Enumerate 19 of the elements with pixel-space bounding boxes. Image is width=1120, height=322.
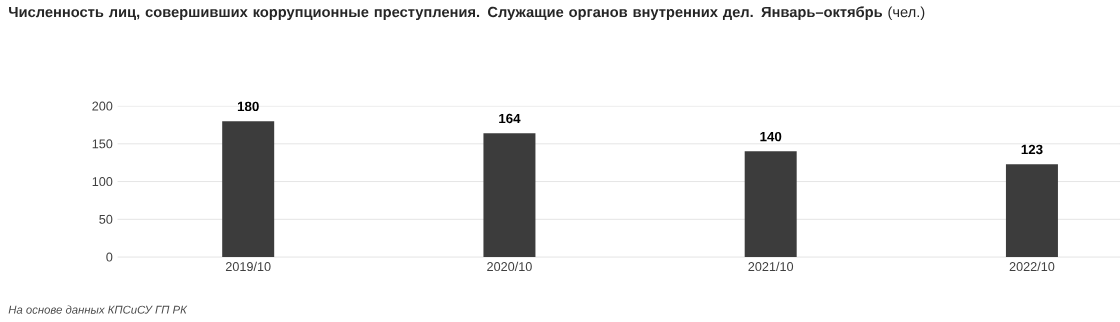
y-tick-label: 200: [92, 101, 113, 111]
x-tick-label: 2019/10: [225, 261, 271, 272]
text: На основе данных КПСиСУ ГП РК: [8, 305, 188, 314]
data-label: 123: [1021, 144, 1043, 155]
x-tick-label: 2021/10: [748, 261, 794, 272]
bar: [1005, 164, 1058, 258]
bar: [222, 121, 275, 258]
y-tick-label: 0: [106, 252, 113, 262]
data-label: 164: [499, 113, 521, 124]
y-tick-label: 150: [92, 139, 113, 149]
y-tick-label: 100: [92, 177, 113, 187]
x-tick-label: 2020/10: [487, 261, 532, 272]
chart-title: Численность лиц, совершивших коррупционные преступления. Служащие органов внутренних дел. Январь–октябрь (чел.): [9, 6, 925, 21]
y-tick-label: 50: [99, 214, 113, 224]
bar: [744, 151, 797, 258]
data-label: 180: [237, 101, 259, 112]
x-tick-label: 2022/10: [1009, 261, 1055, 272]
bar: [483, 133, 536, 258]
data-label: 140: [760, 131, 782, 142]
